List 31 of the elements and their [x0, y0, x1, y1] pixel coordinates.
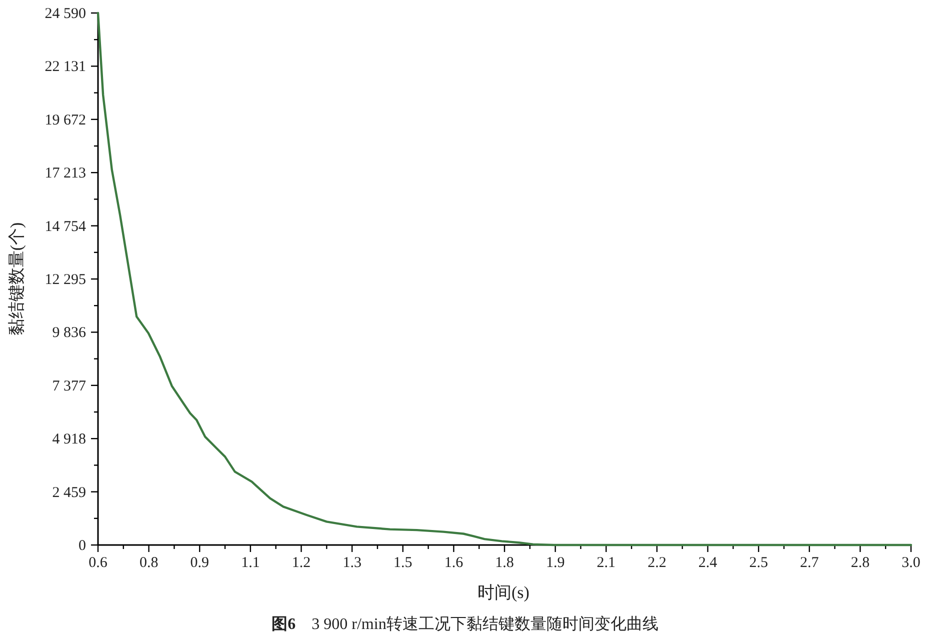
y-tick-label: 17 213	[44, 166, 86, 182]
y-tick-label: 4 918	[52, 432, 86, 448]
x-tick-label: 0.6	[88, 555, 108, 571]
x-tick-label: 1.2	[292, 555, 311, 571]
y-tick-label: 22 131	[44, 59, 86, 76]
x-tick-label: 1.1	[241, 555, 260, 571]
x-tick-label: 1.6	[444, 555, 464, 571]
x-tick-label: 1.9	[546, 555, 565, 571]
x-tick-label: 1.8	[495, 555, 514, 571]
x-tick-label: 2.8	[850, 555, 870, 571]
y-tick-label: 7 377	[52, 378, 86, 394]
x-tick-label: 2.1	[596, 555, 616, 571]
y-tick-label: 19 672	[44, 112, 86, 128]
text: 图6 3 900 r/min转速工况下黏结键数量随时间变化曲线	[272, 615, 658, 633]
y-tick-label: 2 459	[52, 484, 86, 501]
x-axis-title: 时间(s)	[478, 583, 530, 602]
y-tick-label: 9 836	[52, 325, 86, 342]
x-tick-label: 2.5	[749, 555, 768, 571]
x-tick-label: 1.3	[342, 555, 362, 571]
y-tick-label: 24 590	[44, 6, 86, 22]
y-axis-title: 黏结键数量(个)	[7, 222, 26, 336]
x-tick-label: 3.0	[902, 555, 920, 571]
y-tick-label: 12 295	[44, 272, 86, 288]
x-tick-label: 1.5	[394, 555, 412, 571]
x-tick-label: 2.2	[648, 555, 666, 571]
x-tick-label: 0.8	[139, 555, 158, 571]
x-tick-label: 2.4	[698, 555, 718, 571]
x-tick-label: 0.9	[190, 555, 209, 571]
y-tick-label: 0	[78, 538, 86, 554]
y-tick-label: 14 754	[44, 218, 86, 235]
x-tick-label: 2.7	[800, 555, 820, 571]
